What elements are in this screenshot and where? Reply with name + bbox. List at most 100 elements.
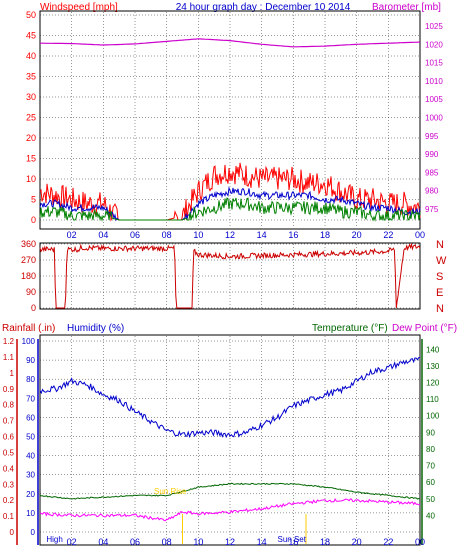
humidity-y-tick: 0: [31, 528, 36, 537]
rain-axis-title: Rainfall (.in): [2, 323, 55, 334]
windspeed-y-tick: 25: [26, 113, 36, 123]
humidity-y-tick: 80: [26, 375, 35, 384]
humidity-y-tick: 20: [26, 490, 35, 499]
temperature-y-tick: 80: [426, 445, 435, 454]
barometer-y-tick: 995: [425, 132, 439, 141]
rain-y-tick: 0: [10, 528, 15, 537]
compass-label: W: [436, 255, 447, 267]
temperature-y-tick: 50: [426, 495, 435, 504]
barometer-y-tick: 980: [425, 187, 439, 196]
climate-x-tick: 22: [383, 537, 393, 547]
climate-x-tick: 08: [162, 537, 172, 547]
barometer-y-tick: 1005: [425, 95, 443, 104]
series-direction: [39, 242, 421, 309]
humidity-y-tick: 100: [22, 337, 36, 346]
rain-y-tick: 0.2: [3, 496, 15, 505]
compass-label: N: [436, 239, 444, 251]
series-barometer: [40, 38, 421, 48]
rain-y-tick: 0.9: [3, 385, 15, 394]
windspeed-y-tick: 10: [26, 174, 36, 184]
series-humidity: [39, 356, 421, 439]
climate-x-tick: 04: [98, 537, 108, 547]
wind-x-tick: 00: [415, 230, 425, 240]
rain-y-tick: 0.3: [3, 480, 15, 489]
series-dew-point: [39, 498, 421, 522]
climate-x-tick: 12: [225, 537, 235, 547]
series-temperature: [39, 482, 421, 500]
climate-x-tick: 02: [67, 537, 77, 547]
wind-x-tick: 06: [130, 230, 140, 240]
climate-x-tick: 06: [130, 537, 140, 547]
humidity-y-tick: 60: [26, 413, 35, 422]
temperature-y-tick: 130: [426, 362, 440, 371]
wind-x-tick: 04: [98, 230, 108, 240]
direction-y-tick: 90: [26, 287, 36, 297]
humidity-y-tick: 30: [26, 471, 35, 480]
temperature-y-tick: 120: [426, 379, 440, 388]
climate-x-tick: 20: [352, 537, 362, 547]
barometer-y-tick: 1000: [425, 114, 443, 123]
rain-y-tick: 1.2: [3, 337, 15, 346]
rain-y-tick: 0.4: [3, 464, 15, 473]
climate-x-tick: 14: [257, 537, 267, 547]
rain-y-tick: 0.1: [3, 512, 15, 521]
temperature-y-tick: 100: [426, 412, 440, 421]
windspeed-axis-title: Windspeed [mph]: [40, 2, 118, 13]
temperature-y-tick: 140: [426, 345, 440, 354]
humidity-y-tick: 70: [26, 394, 35, 403]
high-label: High: [46, 535, 62, 544]
windspeed-y-tick: 50: [26, 10, 36, 20]
barometer-y-tick: 1015: [425, 59, 443, 68]
wind-x-tick: 14: [257, 230, 267, 240]
series-average: [39, 186, 421, 222]
windspeed-y-tick: 45: [26, 31, 36, 41]
humidity-y-tick: 40: [26, 452, 35, 461]
climate-panel-frame: [39, 334, 421, 546]
temperature-axis-title: Temperature (°F): [312, 323, 388, 334]
barometer-y-tick: 985: [425, 168, 439, 177]
humidity-y-tick: 10: [26, 509, 35, 518]
windspeed-y-tick: 20: [26, 133, 36, 143]
wind-x-tick: 18: [320, 230, 330, 240]
humidity-y-tick: 50: [26, 433, 35, 442]
compass-label: N: [436, 303, 444, 315]
compass-label: E: [436, 287, 443, 299]
barometer-y-tick: 990: [425, 150, 439, 159]
direction-y-tick: 270: [21, 255, 36, 265]
direction-y-tick: 0: [31, 303, 36, 313]
windspeed-y-tick: 35: [26, 72, 36, 82]
windspeed-y-tick: 40: [26, 51, 36, 61]
humidity-axis-title: Humidity (%): [67, 323, 124, 334]
barometer-y-tick: 1025: [425, 22, 443, 31]
rain-y-tick: 0.6: [3, 433, 15, 442]
rain-y-tick: 0.5: [3, 448, 15, 457]
sunset-label: Sun Set: [278, 535, 307, 544]
chart-title: 24 hour graph day : December 10 2014: [176, 2, 351, 13]
compass-label: S: [436, 271, 443, 283]
wind-x-tick: 10: [193, 230, 203, 240]
temperature-y-tick: 90: [426, 428, 435, 437]
windspeed-y-tick: 15: [26, 154, 36, 164]
windspeed-y-tick: 30: [26, 92, 36, 102]
wind-x-tick: 12: [225, 230, 235, 240]
direction-y-tick: 360: [21, 239, 36, 249]
temperature-y-tick: 60: [426, 478, 435, 487]
wind-x-tick: 20: [352, 230, 362, 240]
barometer-y-tick: 1020: [425, 40, 443, 49]
dewpoint-axis-title: Dew Point (°F): [392, 323, 457, 334]
windspeed-y-tick: 0: [31, 215, 36, 225]
temperature-y-tick: 40: [426, 511, 435, 520]
climate-x-tick: 16: [288, 537, 298, 547]
series-low: [39, 197, 421, 222]
sunrise-label: Sun Rise: [154, 487, 187, 496]
wind-x-tick: 22: [383, 230, 393, 240]
climate-x-tick: 18: [320, 537, 330, 547]
rain-y-tick: 0.7: [3, 417, 15, 426]
temperature-y-tick: 70: [426, 462, 435, 471]
barometer-axis-title: Barometer [mb]: [372, 2, 441, 13]
windspeed-y-tick: 5: [31, 195, 36, 205]
rain-y-tick: 0.8: [3, 401, 15, 410]
rain-y-tick: 1.1: [3, 353, 15, 362]
wind-x-tick: 08: [162, 230, 172, 240]
